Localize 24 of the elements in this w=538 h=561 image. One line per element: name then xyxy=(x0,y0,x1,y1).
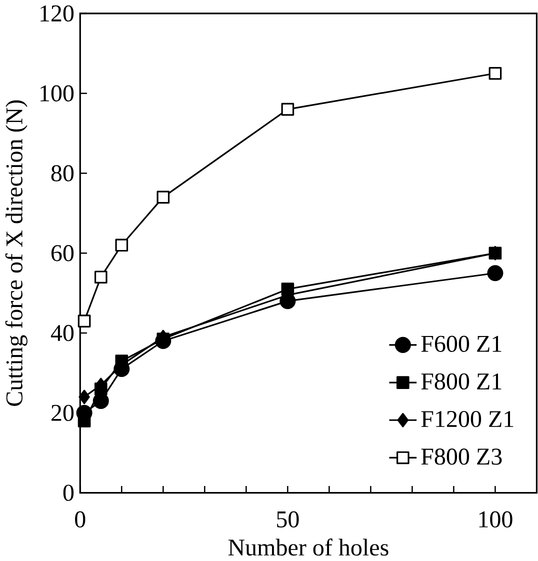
point xyxy=(78,390,90,404)
point xyxy=(489,66,502,80)
y-tick-label: 60 xyxy=(52,245,74,262)
x-axis-title: Number of holes xyxy=(228,538,388,556)
point xyxy=(115,238,128,252)
legend-label: F800 Z1 xyxy=(422,373,502,390)
legend-label: F1200 Z1 xyxy=(422,410,514,428)
y-tick-label: 120 xyxy=(40,5,74,22)
point xyxy=(78,314,91,328)
legend-label: F800 Z3 xyxy=(422,448,502,465)
point xyxy=(94,270,108,284)
point xyxy=(156,190,170,204)
y-tick-label: 0 xyxy=(64,484,74,501)
point xyxy=(487,265,504,282)
x-tick-label: 100 xyxy=(480,511,513,528)
y-tick-label: 40 xyxy=(51,324,74,342)
y-tick-label: 20 xyxy=(52,404,74,422)
y-tick-label: 80 xyxy=(52,165,74,182)
y-tick-label: 100 xyxy=(40,85,74,102)
point xyxy=(282,102,294,116)
x-tick-label: 0 xyxy=(75,511,86,528)
legend-label: F600 Z1 xyxy=(422,336,502,352)
x-tick-label: 50 xyxy=(277,511,300,528)
y-axis-title: Cutting force of X direction (N) xyxy=(6,100,28,406)
